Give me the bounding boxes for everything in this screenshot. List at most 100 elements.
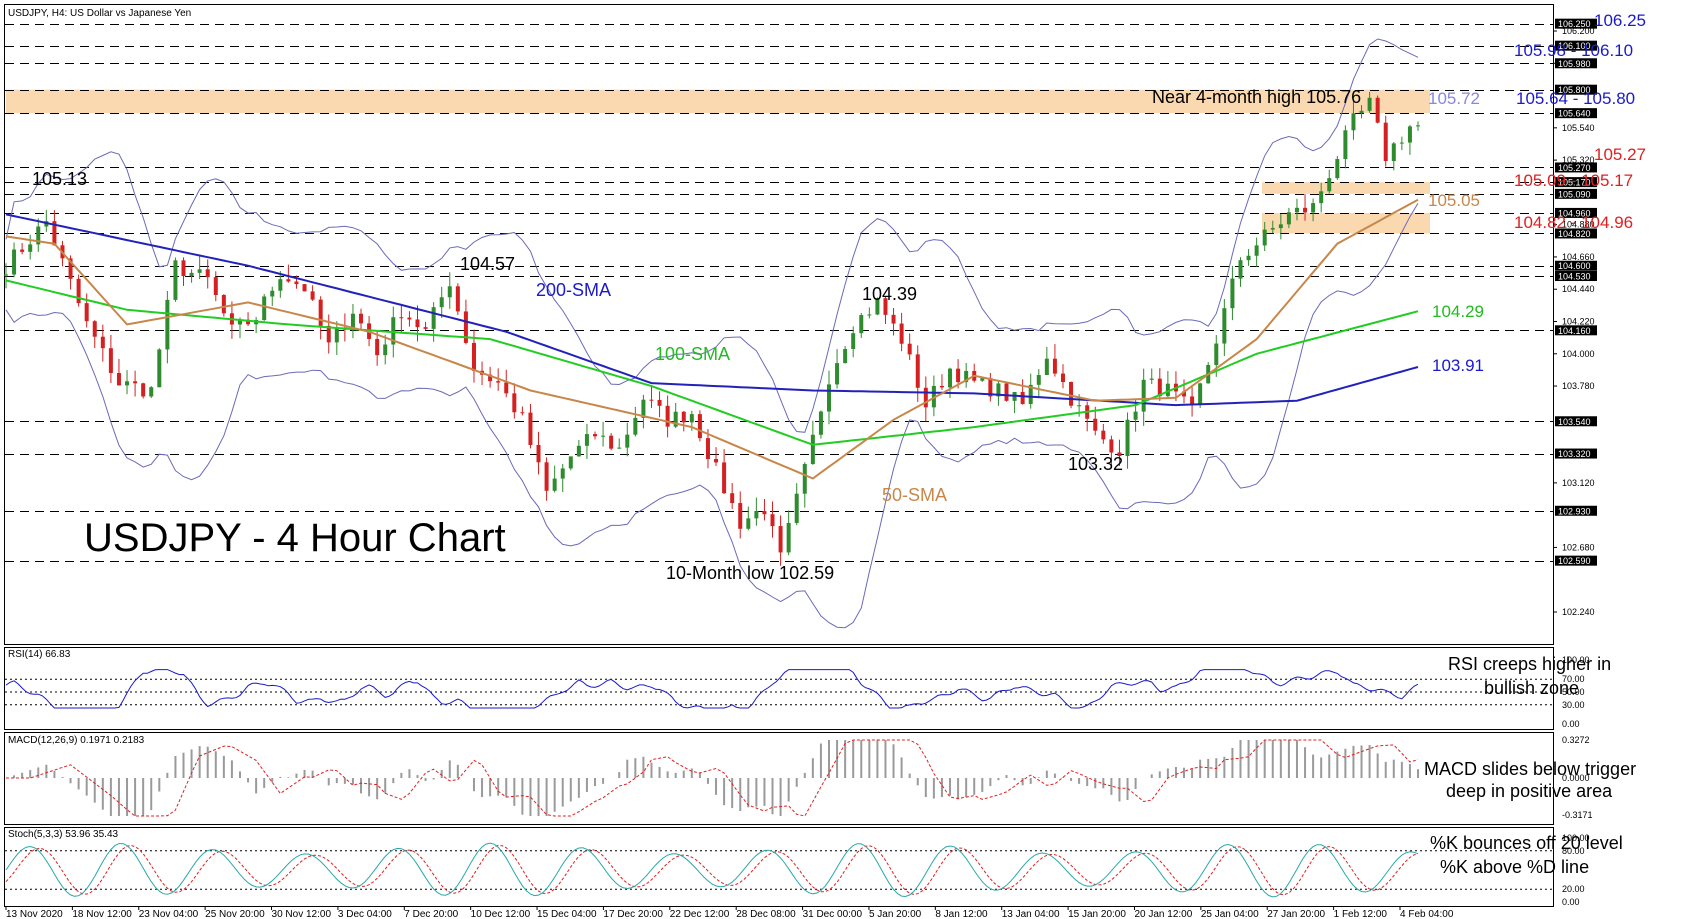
bollinger-upper [5,38,1419,433]
date-tick-label: 3 Dec 04:00 [338,909,392,919]
candle [1246,249,1251,266]
date-tick-label: 25 Jan 04:00 [1201,909,1259,919]
candle [996,380,1001,406]
candle [488,366,493,388]
svg-text:104.600: 104.600 [1558,261,1591,271]
date-tick-label: 8 Jan 12:00 [935,909,988,919]
candle [722,449,727,494]
candle [1375,95,1380,124]
candle [181,257,186,286]
level-label-105-27: 105.27 [1594,145,1646,164]
candle [964,362,969,388]
candle [1343,125,1348,169]
candle [205,259,210,289]
candle [1028,373,1033,409]
svg-text:104.820: 104.820 [1558,229,1591,239]
svg-text:106.250: 106.250 [1558,19,1591,29]
candle [697,410,702,442]
candle [270,286,275,306]
candle [923,376,928,422]
candle [576,439,581,457]
date-tick-label: 4 Feb 04:00 [1400,909,1454,919]
price-tick-label: 102.680 [1562,542,1595,552]
price-tick-label: 104.660 [1562,252,1595,262]
candle [584,423,589,459]
candle [754,497,759,526]
candle [810,420,815,465]
candle [28,234,33,260]
candle [125,370,130,395]
stoch-tick-label: 100.00 [1562,833,1590,843]
date-tick-label: 5 Jan 20:00 [869,909,922,919]
candle [1165,371,1170,399]
candle [843,346,848,364]
candle [383,334,388,365]
macd-signal-line [6,739,1419,817]
rsi-axis: 100.00 70.00 50.00 30.00 0.00 [1562,655,1590,729]
candle [939,374,944,390]
svg-text:102.590: 102.590 [1558,556,1591,566]
candle [278,271,283,298]
candle [1278,214,1283,240]
price-tag: 102.590 [1555,555,1597,566]
stoch-grid [5,850,1553,890]
candle [1190,384,1195,417]
zones-layer [6,89,1430,234]
sma-100-sma [5,279,1419,446]
svg-text:103.540: 103.540 [1558,417,1591,427]
candle [100,324,105,362]
chart-title: USDJPY - 4 Hour Chart [84,516,506,560]
price-tags: 106.250 106.100 105.980 105.800 105.640 105.2… [1555,18,1597,566]
price-tag: 102.930 [1555,505,1597,516]
rsi-label: RSI(14) 66.83 [8,649,71,660]
candle [92,320,97,349]
candles-layer [4,91,1420,566]
rsi-tick-label: 0.00 [1562,719,1580,729]
candle [899,312,904,352]
candle [915,345,920,402]
candle [350,304,355,339]
rsi-tick-label: 100.00 [1562,655,1590,665]
candle [875,297,880,316]
macd-tick-label: 0.3272 [1562,735,1590,745]
price-tag: 105.980 [1555,58,1597,69]
candle [649,385,654,408]
candle [802,462,807,508]
price-tag: 105.090 [1555,188,1597,199]
price-tag: 105.270 [1555,162,1597,173]
candle [286,264,291,283]
price-tick-label: 103.780 [1562,381,1595,391]
candle [157,348,162,388]
price-tag: 103.320 [1555,448,1597,459]
date-tick-label: 27 Jan 20:00 [1267,909,1325,919]
candle [415,305,420,342]
candle [867,307,872,319]
price-tag: 105.800 [1555,84,1597,95]
stoch-panel: Stoch(5,3,3) 53.96 35.43 100.00 80.00 20.0… [5,829,1623,907]
svg-text:103.320: 103.320 [1558,449,1591,459]
date-tick-label: 10 Dec 12:00 [471,909,531,919]
candle [1109,435,1114,466]
stoch-tick-label: 0.00 [1562,897,1580,907]
candle [108,334,113,383]
candle [455,283,460,315]
price-tag: 104.600 [1555,260,1597,271]
price-tag: 105.170 [1555,177,1597,188]
stoch-tick-label: 80.00 [1562,846,1585,856]
candle [625,422,630,457]
date-tick-label: 7 Dec 20:00 [404,909,458,919]
rsi-line [5,669,1419,709]
candle [447,272,452,309]
candle [76,274,81,307]
date-tick-label: 15 Jan 20:00 [1068,909,1126,919]
price-tag: 106.100 [1555,40,1597,51]
macd-comment-line2: deep in positive area [1446,781,1613,801]
price-tick-label: 102.240 [1562,607,1595,617]
candle [84,293,89,328]
level-label-105-05: 105.05 [1428,191,1480,210]
date-tick-label: 25 Nov 20:00 [205,909,265,919]
candle [1270,220,1275,234]
date-tick-label: 18 Nov 12:00 [72,909,132,919]
candle [1416,121,1420,131]
